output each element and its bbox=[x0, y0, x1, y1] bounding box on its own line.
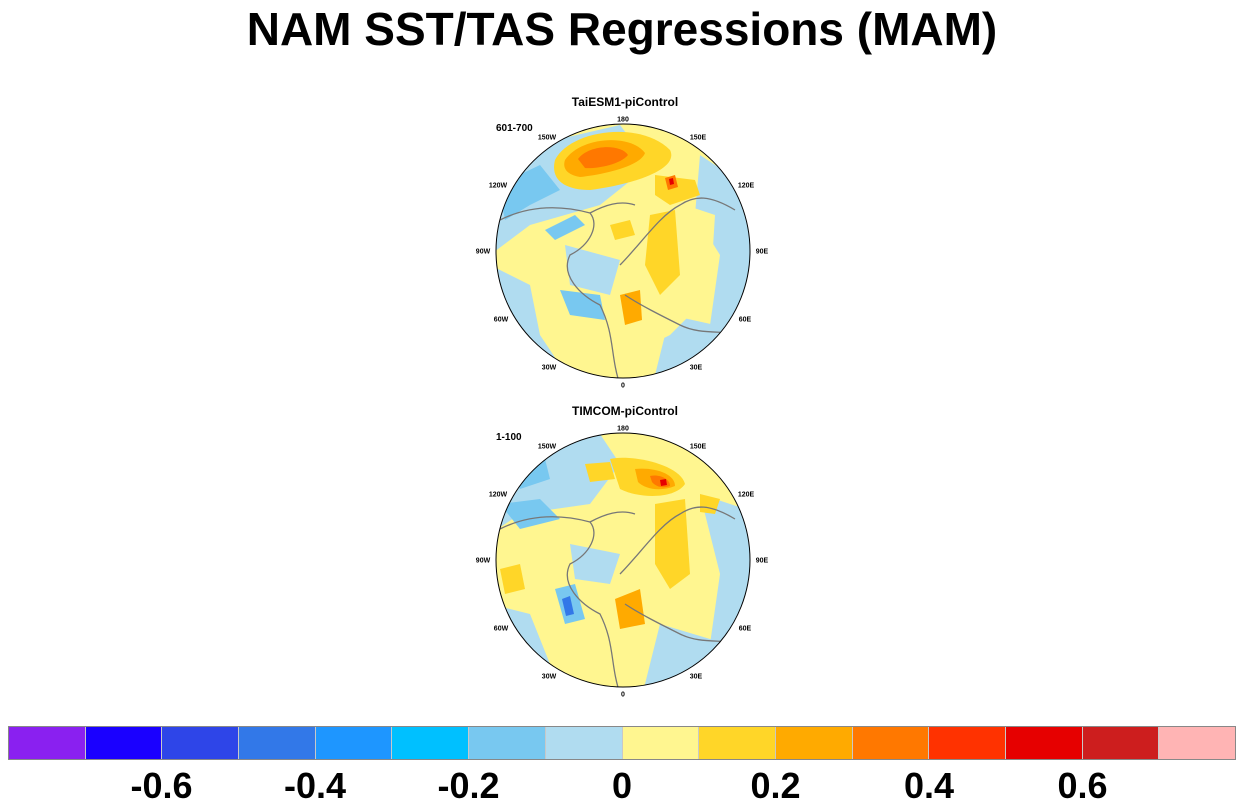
lon-label-60w: 60W bbox=[493, 625, 509, 633]
colorbar-box bbox=[622, 727, 700, 759]
lon-label-120e: 120E bbox=[737, 182, 755, 190]
panel-title: TaiESM1-piControl bbox=[571, 95, 679, 109]
colorbar-box bbox=[9, 727, 86, 759]
panel-period-label: 601-700 bbox=[496, 123, 533, 134]
colorbar-box bbox=[239, 727, 316, 759]
colorbar-box bbox=[545, 727, 623, 759]
lon-label-0: 0 bbox=[621, 382, 625, 390]
lon-label-90e: 90E bbox=[755, 248, 769, 256]
colorbar-box bbox=[699, 727, 776, 759]
colorbar-box bbox=[852, 727, 930, 759]
polar-map bbox=[495, 432, 751, 688]
colorbar-box bbox=[775, 727, 853, 759]
lon-label-60w: 60W bbox=[493, 316, 509, 324]
colorbar-tick-label: 0.2 bbox=[750, 765, 801, 806]
colorbar-box bbox=[392, 727, 470, 759]
lon-label-30e: 30E bbox=[689, 364, 703, 372]
lon-label-150e: 150E bbox=[689, 443, 707, 451]
lon-label-30e: 30E bbox=[689, 673, 703, 681]
colorbar-box bbox=[85, 727, 163, 759]
lon-label-60e: 60E bbox=[738, 625, 752, 633]
lon-label-90w: 90W bbox=[475, 248, 491, 256]
colorbar-tick-label: -0.2 bbox=[437, 765, 500, 806]
colorbar-box bbox=[469, 727, 546, 759]
lon-label-150w: 150W bbox=[537, 134, 557, 142]
panel-period-label: 1-100 bbox=[496, 432, 522, 443]
lon-label-30w: 30W bbox=[541, 364, 557, 372]
figure-title: NAM SST/TAS Regressions (MAM) bbox=[246, 3, 998, 55]
lon-label-90e: 90E bbox=[755, 557, 769, 565]
colorbar-tick-label: 0.6 bbox=[1057, 765, 1108, 806]
lon-label-120w: 120W bbox=[488, 182, 508, 190]
colorbar-box bbox=[1159, 727, 1235, 759]
panel-title: TIMCOM-piControl bbox=[572, 404, 678, 418]
colorbar-box bbox=[929, 727, 1006, 759]
map-panel-taiesm1: TaiESM1-piControl 601-700 bbox=[470, 95, 780, 395]
lon-label-120w: 120W bbox=[488, 491, 508, 499]
colorbar-box bbox=[162, 727, 240, 759]
lon-label-150e: 150E bbox=[689, 134, 707, 142]
colorbar-tick-label: 0.4 bbox=[903, 765, 955, 806]
colorbar-tick-label: 0 bbox=[611, 765, 633, 806]
map-panel-timcom: TIMCOM-piControl 1-100 bbox=[470, 404, 780, 704]
colorbar-box bbox=[1082, 727, 1160, 759]
lon-label-150w: 150W bbox=[537, 443, 557, 451]
colorbar-tick-label: -0.6 bbox=[130, 765, 193, 806]
lon-label-30w: 30W bbox=[541, 673, 557, 681]
lon-label-180: 180 bbox=[617, 116, 629, 124]
lon-label-180: 180 bbox=[617, 425, 629, 433]
lon-label-120e: 120E bbox=[737, 491, 755, 499]
lon-label-90w: 90W bbox=[475, 557, 491, 565]
colorbar-box bbox=[1005, 727, 1083, 759]
colorbar-tick-label: -0.4 bbox=[283, 765, 347, 806]
colorbar bbox=[8, 726, 1236, 760]
colorbar-box bbox=[315, 727, 393, 759]
lon-label-60e: 60E bbox=[738, 316, 752, 324]
polar-map bbox=[495, 123, 751, 379]
lon-label-0: 0 bbox=[621, 691, 625, 699]
